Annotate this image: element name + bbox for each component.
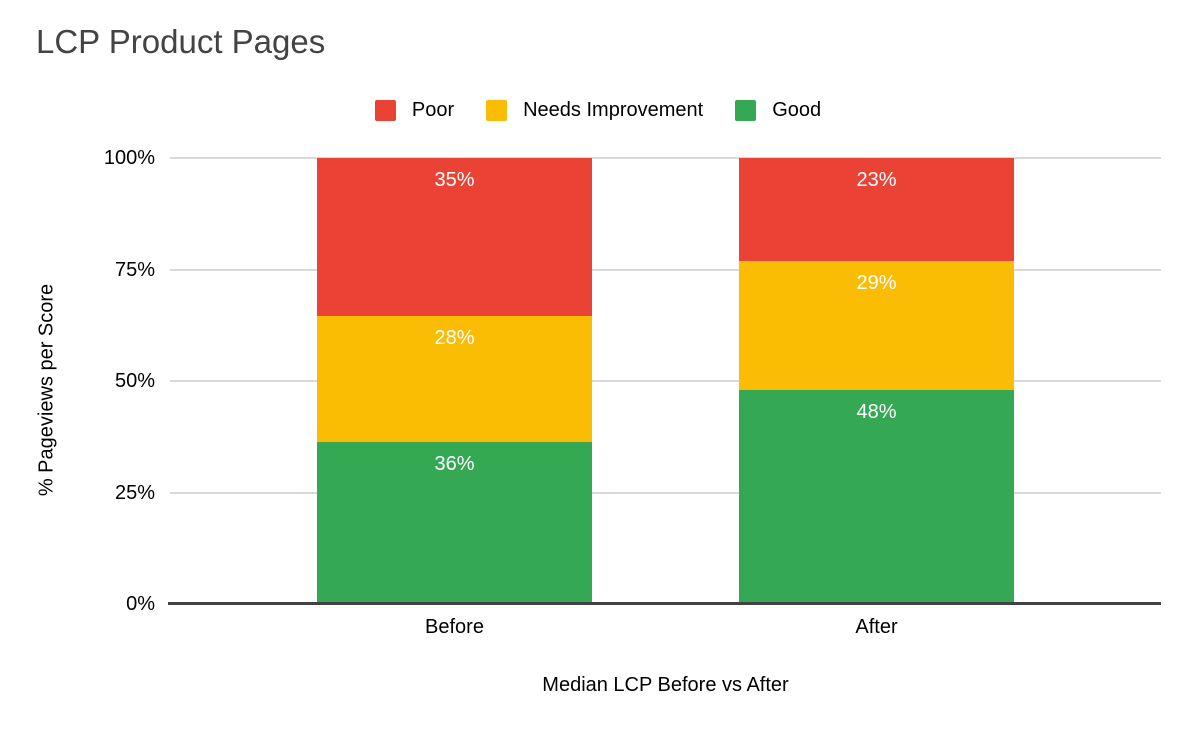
- bar-segment-before-needs-improvement: 28%: [317, 315, 592, 442]
- x-axis-tick-labels: Before After: [170, 616, 1161, 639]
- legend-item-good: Good: [735, 99, 821, 122]
- legend-item-poor: Poor: [374, 99, 455, 122]
- bar-segment-before-good: 36%: [317, 441, 592, 604]
- bar-value-label: 48%: [856, 400, 897, 423]
- legend-swatch-icon: [374, 100, 396, 121]
- legend-item-needs-improvement: Needs Improvement: [486, 99, 703, 122]
- bar-value-label: 28%: [434, 326, 475, 349]
- bar-value-label: 23%: [856, 169, 897, 191]
- bars-row: 35% 28% 36% 23% 29% 48%: [170, 158, 1161, 604]
- bar-value-label: 29%: [856, 271, 897, 294]
- legend-label: Needs Improvement: [523, 99, 704, 121]
- gridline-100%: [170, 157, 1161, 159]
- x-axis-line: [168, 602, 1161, 605]
- legend-swatch-icon: [486, 100, 508, 121]
- y-tick-label: 25%: [114, 481, 155, 504]
- bar-value-label: 35%: [434, 169, 475, 191]
- y-tick-label: 50%: [114, 370, 155, 392]
- x-tick-label-after: After: [855, 616, 898, 638]
- x-tick-label-before: Before: [425, 616, 484, 638]
- y-tick-label: 75%: [114, 258, 155, 281]
- legend-swatch-icon: [735, 100, 757, 121]
- y-tick-label: 0%: [126, 593, 155, 615]
- bar-value-label: 36%: [434, 452, 475, 475]
- gridline-25%: [170, 491, 1161, 494]
- bar-segment-after-good: 48%: [739, 389, 1014, 604]
- bar-before: 35% 28% 36%: [317, 158, 592, 604]
- bar-segment-before-poor: 35%: [317, 158, 592, 316]
- bar-after: 23% 29% 48%: [739, 158, 1014, 604]
- legend-label: Poor: [411, 99, 455, 121]
- legend-label: Good: [772, 99, 822, 121]
- y-axis-tick-labels: 0% 25% 50% 75% 100%: [0, 148, 155, 614]
- gridline-50%: [170, 380, 1161, 382]
- bar-segment-after-poor: 23%: [739, 158, 1014, 261]
- legend: Poor Needs Improvement Good: [0, 99, 1196, 122]
- x-axis-title: Median LCP Before vs After: [542, 674, 789, 696]
- plot-area: 35% 28% 36% 23% 29% 48%: [170, 157, 1161, 605]
- gridline-75%: [170, 268, 1161, 271]
- bar-segment-after-needs-improvement: 29%: [739, 260, 1014, 390]
- y-tick-label: 100%: [103, 147, 155, 169]
- chart-title: LCP Product Pages: [36, 23, 326, 60]
